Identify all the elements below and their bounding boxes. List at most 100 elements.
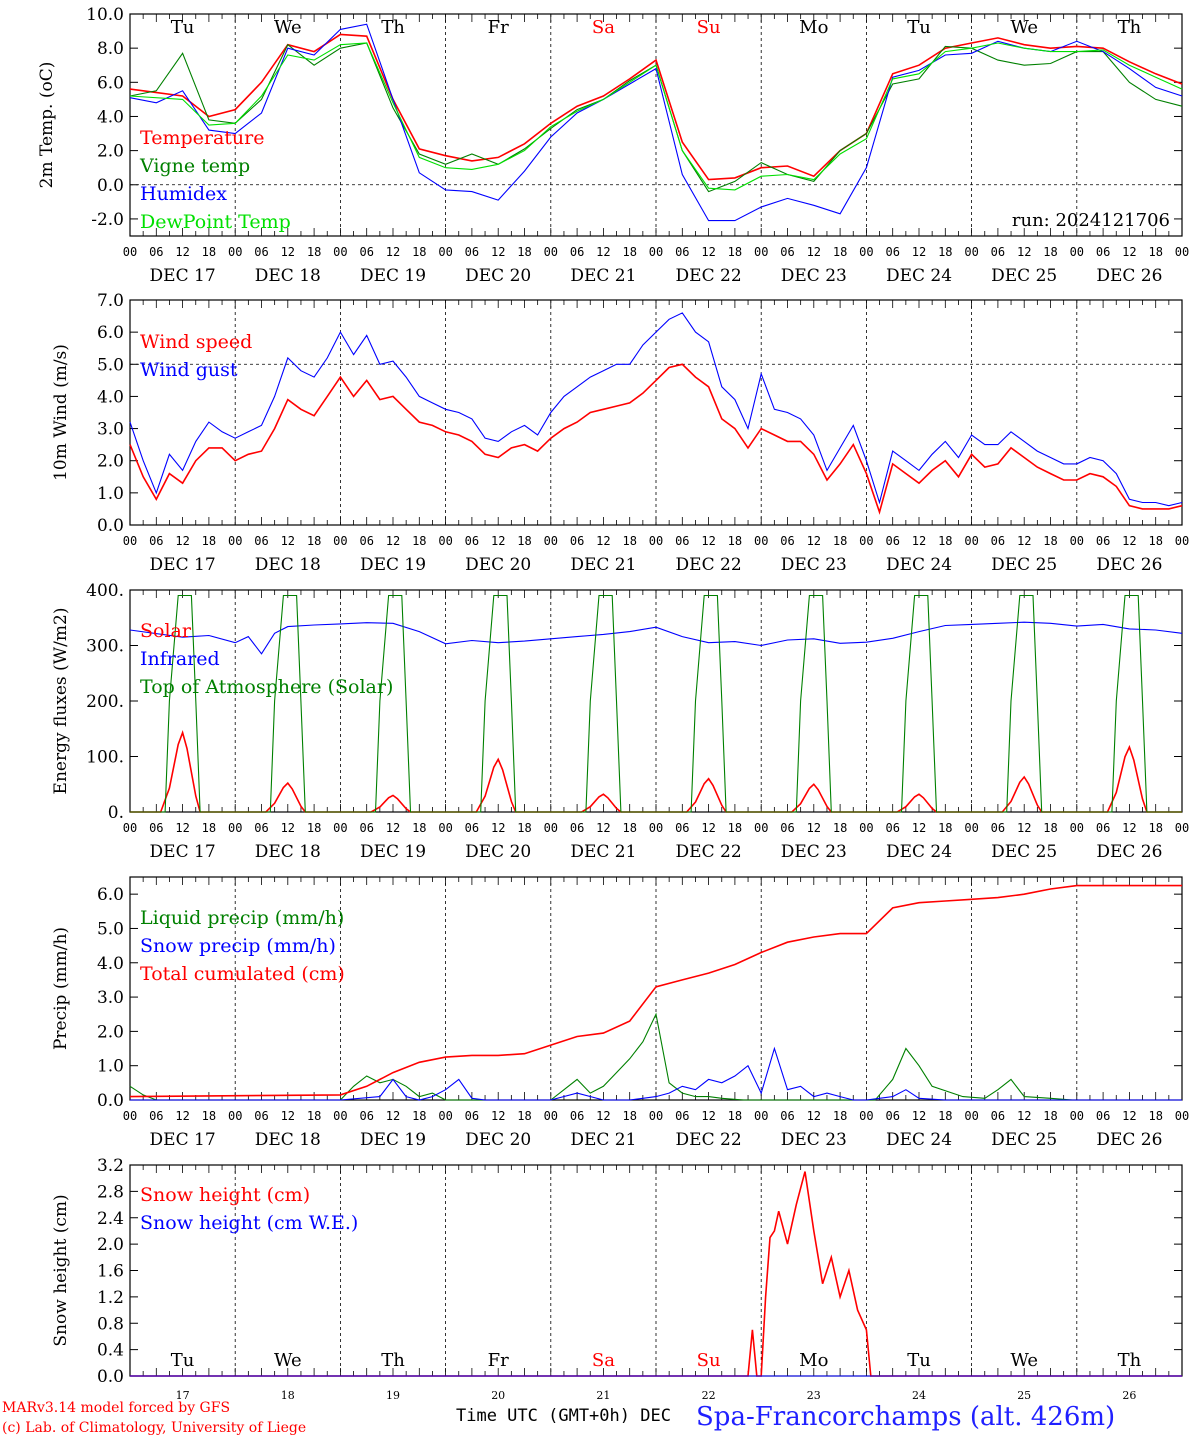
hour-tick-label: 00 [1070, 245, 1084, 259]
date-label: DEC 22 [676, 842, 742, 862]
weekday-label: Fr [488, 1350, 509, 1371]
y-tick-label: 5.0 [97, 355, 124, 375]
hour-tick-label: 18 [202, 1109, 216, 1123]
hour-tick-label: 06 [885, 245, 899, 259]
legend-entry: Humidex [140, 183, 227, 205]
hour-tick-label: 06 [359, 1109, 373, 1123]
day-number-label: 22 [702, 1389, 716, 1402]
date-label: DEC 18 [255, 842, 321, 862]
hour-tick-label: 00 [754, 245, 768, 259]
hour-tick-label: 00 [964, 1109, 978, 1123]
hour-tick-label: 12 [1017, 821, 1031, 835]
hour-tick-label: 00 [964, 534, 978, 548]
date-label: DEC 24 [886, 1130, 952, 1150]
day-number-label: 25 [1017, 1389, 1031, 1402]
date-label: DEC 21 [570, 266, 636, 286]
date-label: DEC 26 [1096, 266, 1162, 286]
y-tick-label: 1.0 [97, 484, 124, 504]
hour-tick-label: 12 [912, 534, 926, 548]
hour-tick-label: 06 [1096, 821, 1110, 835]
hour-tick-label: 12 [386, 821, 400, 835]
y-tick-label: 4.0 [97, 387, 124, 407]
hour-tick-label: 06 [780, 1109, 794, 1123]
run-annotation: run: 2024121706 [1012, 210, 1170, 231]
hour-tick-label: 18 [307, 1109, 321, 1123]
y-axis-label: Precip (mm/h) [51, 927, 71, 1050]
date-label: DEC 23 [781, 842, 847, 862]
series-line-total-cumulated-cm- [129, 884, 1182, 1098]
hour-tick-label: 18 [517, 1109, 531, 1123]
hour-tick-label: 12 [1122, 821, 1136, 835]
date-label: DEC 19 [360, 266, 426, 286]
y-tick-label: 4.0 [97, 107, 124, 127]
weekday-label: Tu [907, 1350, 931, 1371]
weekday-label: Th [1118, 1350, 1142, 1371]
y-tick-label: 5.0 [97, 919, 124, 939]
y-tick-label: 2.4 [97, 1209, 124, 1229]
date-label: DEC 18 [255, 1130, 321, 1150]
footer-model-line: MARv3.14 model forced by GFS [2, 1400, 231, 1416]
hour-tick-label: 18 [1043, 245, 1057, 259]
hour-tick-label: 12 [596, 821, 610, 835]
panel-precip [129, 876, 1183, 1101]
hour-tick-label: 12 [1017, 534, 1031, 548]
y-axis-label: 2m Temp. (oC) [37, 62, 57, 189]
hour-tick-label: 06 [675, 245, 689, 259]
hour-tick-label: 06 [570, 821, 584, 835]
hour-tick-label: 06 [465, 534, 479, 548]
weekday-label: We [1010, 1350, 1038, 1371]
date-label: DEC 21 [570, 842, 636, 862]
legend-entry: Top of Atmosphere (Solar) [140, 676, 393, 698]
hour-tick-label: 00 [228, 821, 242, 835]
hour-tick-label: 06 [991, 534, 1005, 548]
hour-tick-label: 12 [1017, 1109, 1031, 1123]
date-label: DEC 20 [465, 1130, 531, 1150]
series-line-liquid-precip-mm-h- [129, 1012, 1182, 1101]
hour-tick-label: 12 [701, 534, 715, 548]
hour-tick-label: 18 [412, 821, 426, 835]
hour-tick-label: 18 [728, 821, 742, 835]
hour-tick-label: 00 [123, 245, 137, 259]
y-tick-label: 0.0 [97, 1367, 124, 1387]
hour-tick-label: 18 [307, 245, 321, 259]
y-tick-label: 100. [86, 748, 124, 768]
weekday-label: Th [1118, 17, 1142, 38]
hour-tick-label: 18 [412, 245, 426, 259]
hour-tick-label: 18 [307, 534, 321, 548]
hour-tick-label: 12 [281, 821, 295, 835]
hour-tick-label: 00 [649, 1109, 663, 1123]
y-tick-label: 8.0 [97, 39, 124, 59]
hour-tick-label: 18 [1148, 534, 1162, 548]
panel-energy [129, 589, 1183, 813]
date-label: DEC 25 [991, 266, 1057, 286]
hour-tick-label: 18 [1043, 534, 1057, 548]
y-tick-label: 2.0 [97, 142, 124, 162]
hour-tick-label: 12 [1017, 245, 1031, 259]
hour-tick-label: 00 [754, 534, 768, 548]
y-tick-label: 400. [86, 581, 124, 601]
date-label: DEC 22 [676, 555, 742, 575]
y-tick-label: 3.2 [97, 1156, 124, 1176]
hour-tick-label: 12 [175, 1109, 189, 1123]
hour-tick-label: 18 [202, 245, 216, 259]
hour-tick-label: 00 [123, 534, 137, 548]
hour-tick-label: 06 [1096, 245, 1110, 259]
date-label: DEC 25 [991, 1130, 1057, 1150]
y-tick-label: 1.2 [97, 1288, 124, 1308]
hour-tick-label: 12 [491, 1109, 505, 1123]
day-number-label: 18 [281, 1389, 295, 1402]
hour-tick-label: 06 [149, 1109, 163, 1123]
hour-tick-label: 00 [1175, 1109, 1189, 1123]
legend-entry: Snow precip (mm/h) [140, 935, 336, 957]
y-tick-label: 2.0 [97, 452, 124, 472]
hour-tick-label: 18 [1043, 821, 1057, 835]
weekday-label: Su [697, 1350, 721, 1371]
hour-tick-label: 18 [1043, 1109, 1057, 1123]
hour-tick-label: 12 [175, 821, 189, 835]
weekday-label: We [274, 17, 302, 38]
series-line-top-of-atmosphere-solar- [130, 594, 1182, 813]
hour-tick-label: 12 [386, 534, 400, 548]
weekday-label: Tu [171, 1350, 195, 1371]
hour-tick-label: 18 [1148, 821, 1162, 835]
legend-entry: Infrared [140, 648, 220, 670]
